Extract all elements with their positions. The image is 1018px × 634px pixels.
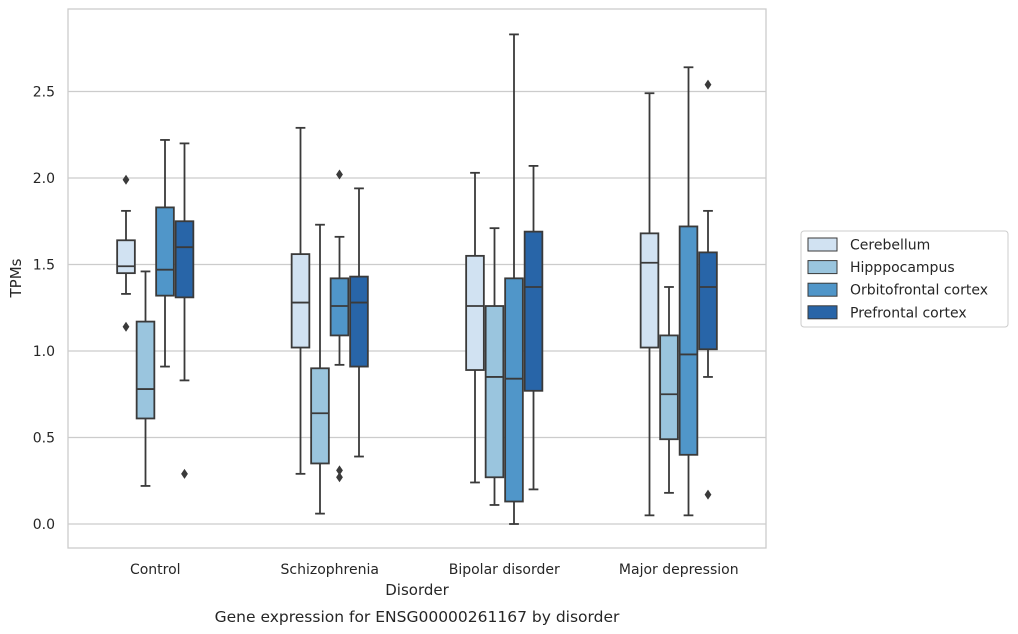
box-body	[135, 320, 156, 420]
legend-item: Prefrontal cortex	[807, 305, 967, 321]
box-body	[698, 251, 718, 351]
legend-item: Hipppocampus	[807, 260, 955, 276]
legend-swatch	[807, 237, 838, 252]
y-tick-label: 0.0	[33, 517, 55, 533]
legend-item: Orbitofrontal cortex	[807, 282, 988, 299]
box	[174, 142, 195, 479]
box-body	[523, 230, 544, 392]
series-orbitofrontal-cortex	[155, 33, 699, 525]
legend-swatch	[807, 305, 838, 320]
legend-swatch	[807, 282, 838, 297]
x-tick-label: Major depression	[619, 562, 739, 578]
y-tick-label: 2.5	[33, 85, 55, 101]
x-axis-label: Disorder	[385, 581, 449, 599]
box	[349, 187, 369, 458]
box	[639, 92, 660, 517]
box-body	[310, 367, 330, 465]
outlier-point	[704, 79, 712, 90]
box	[116, 174, 136, 332]
plot-area-frame	[67, 8, 767, 549]
legend: Cerebellum Hipppocampus Orbitofrontal cort…	[800, 230, 1009, 328]
x-tick-label: Schizophrenia	[281, 562, 379, 578]
outlier-point	[704, 489, 712, 500]
legend-item: Cerebellum	[807, 237, 930, 254]
y-tick-label: 0.5	[33, 431, 55, 447]
box	[135, 270, 156, 487]
outlier-point	[122, 174, 130, 185]
legend-frame	[800, 230, 1009, 328]
outlier-point	[336, 169, 343, 180]
legend-label: Cerebellum	[850, 238, 930, 254]
box-body	[678, 225, 699, 456]
box-body	[639, 232, 660, 349]
x-tick-label: Bipolar disorder	[449, 562, 560, 578]
box-body	[465, 254, 485, 371]
y-axis-label: TPMs	[7, 258, 25, 298]
box	[504, 33, 524, 525]
outlier-point	[336, 465, 343, 476]
box	[678, 66, 699, 517]
legend-label: Orbitofrontal cortex	[850, 283, 988, 299]
box-body	[659, 334, 679, 441]
box-body	[349, 275, 369, 368]
box-body	[504, 277, 524, 503]
box	[659, 286, 679, 494]
y-tick-label: 1.0	[33, 344, 55, 360]
legend-label: Prefrontal cortex	[850, 305, 967, 321]
series-hipppocampus	[135, 223, 679, 515]
x-tick-label: Control	[130, 562, 181, 578]
box-body	[290, 253, 311, 349]
x-axis-ticks: Control Schizophrenia Bipolar disorder Majo…	[130, 562, 739, 578]
box-body	[484, 305, 505, 479]
box	[290, 126, 311, 475]
y-tick-label: 2.0	[33, 171, 55, 187]
box-body	[174, 220, 195, 299]
y-axis-ticks: 0.0 0.5 1.0 1.5 2.0 2.5	[33, 85, 55, 534]
box	[310, 223, 330, 515]
y-tick-label: 1.5	[33, 258, 55, 274]
box	[329, 169, 350, 483]
box-body	[116, 239, 136, 275]
box	[698, 79, 718, 500]
legend-swatch	[807, 260, 838, 275]
box	[523, 164, 544, 491]
box	[465, 171, 485, 484]
series-prefrontal-cortex	[174, 79, 718, 500]
outlier-point	[336, 472, 343, 483]
series-cerebellum	[116, 92, 660, 517]
box	[484, 227, 505, 506]
legend-label: Hipppocampus	[850, 260, 955, 276]
box	[155, 139, 175, 368]
outlier-point	[122, 321, 130, 332]
outlier-point	[181, 468, 188, 479]
figure-caption: Gene expression for ENSG00000261167 by d…	[215, 608, 620, 626]
gridlines	[68, 90, 766, 525]
box-body	[155, 206, 175, 297]
box-series	[116, 33, 718, 525]
